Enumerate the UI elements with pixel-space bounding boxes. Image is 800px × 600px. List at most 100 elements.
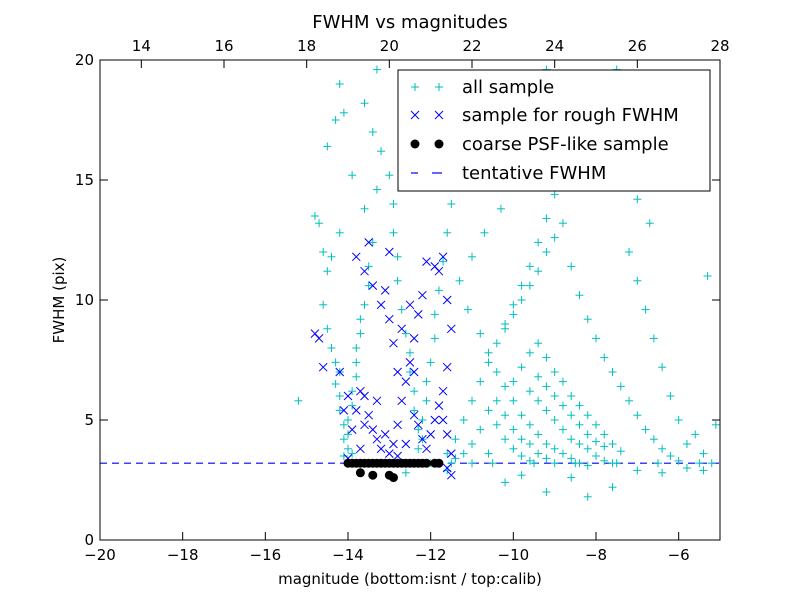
all-sample-point	[600, 353, 609, 362]
rough-fwhm-point	[372, 396, 382, 406]
all-sample-point	[319, 300, 328, 309]
legend-box	[397, 69, 711, 192]
all-sample-point	[348, 171, 357, 180]
all-sample-point	[525, 281, 534, 290]
legend-marker-all-sample	[411, 83, 443, 91]
all-sample-point	[393, 252, 402, 261]
all-sample-point	[323, 267, 332, 276]
all-sample-point	[389, 200, 398, 208]
all-sample-point	[575, 291, 584, 300]
bottom-axis: −20 −18 −16 −14 −12 −10 −8 −6	[84, 532, 690, 564]
all-sample-point	[426, 358, 435, 367]
top-x-tick-label: 24	[545, 37, 564, 55]
legend-label-all-sample: all sample	[462, 77, 554, 98]
all-sample-point	[484, 358, 493, 367]
all-sample-point	[339, 435, 348, 444]
all-sample-point	[575, 401, 584, 410]
all-sample-point	[364, 262, 373, 271]
all-sample-point	[509, 444, 518, 453]
all-sample-point	[699, 449, 708, 458]
all-sample-point	[439, 257, 448, 266]
all-sample-point	[492, 368, 501, 376]
all-sample-point	[418, 416, 427, 424]
all-sample-point	[525, 420, 534, 429]
rough-fwhm-point	[409, 410, 419, 420]
all-sample-point	[492, 339, 501, 348]
all-sample-point	[530, 459, 538, 468]
all-sample-point	[600, 456, 609, 465]
rough-fwhm-point	[430, 415, 440, 425]
all-sample-point	[406, 348, 414, 357]
x-tick-label: −16	[250, 546, 282, 564]
all-sample-point	[447, 200, 456, 208]
all-sample-point	[492, 420, 501, 429]
all-sample-point	[319, 248, 328, 256]
all-sample-point	[327, 344, 336, 352]
y-tick-label: 15	[75, 171, 94, 189]
all-sample-point	[501, 435, 510, 444]
all-sample-point	[331, 116, 340, 124]
rough-fwhm-point	[356, 444, 365, 454]
all-sample-point	[558, 425, 567, 434]
all-sample-point	[335, 228, 344, 237]
all-sample-point	[451, 454, 460, 463]
all-sample-point	[447, 459, 456, 468]
all-sample-point	[422, 396, 431, 405]
all-sample-point	[583, 492, 592, 501]
all-sample-point	[509, 310, 518, 319]
rough-fwhm-point	[389, 338, 398, 348]
x-tick-label: −20	[84, 546, 116, 564]
all-sample-point	[344, 444, 352, 453]
all-sample-point	[542, 488, 551, 496]
all-sample-point	[517, 452, 526, 460]
all-sample-point	[534, 430, 543, 439]
rough-fwhm-point	[393, 367, 402, 377]
rough-fwhm-point	[376, 300, 386, 310]
y-tick-label: 10	[75, 291, 94, 309]
all-sample-point	[339, 420, 348, 429]
all-sample-point	[616, 447, 625, 456]
all-sample-point	[509, 396, 518, 405]
legend-label-psf-like: coarse PSF-like sample	[462, 134, 669, 155]
all-sample-point	[625, 248, 634, 256]
all-sample-point	[542, 353, 551, 362]
rough-fwhm-point	[442, 362, 452, 372]
rough-fwhm-point	[442, 430, 452, 439]
all-sample-point	[682, 440, 691, 448]
all-sample-point	[600, 430, 609, 439]
all-sample-point	[496, 204, 505, 213]
all-sample-point	[335, 80, 344, 88]
rough-fwhm-point	[413, 310, 423, 319]
rough-fwhm-point	[343, 391, 353, 401]
all-sample-point	[484, 449, 493, 458]
all-sample-point	[707, 459, 716, 468]
chart-title: FWHM vs magnitudes	[312, 12, 507, 33]
all-sample-point	[592, 437, 600, 446]
all-sample-point	[674, 456, 683, 465]
rough-fwhm-point	[442, 295, 452, 305]
all-sample-point	[583, 411, 592, 420]
all-sample-point	[542, 406, 551, 415]
all-sample-point	[534, 267, 543, 276]
legend-marker-rough-fwhm	[410, 110, 444, 120]
all-sample-point	[339, 108, 348, 117]
legend-label-rough-fwhm: sample for rough FWHM	[462, 105, 679, 126]
all-sample-point	[666, 452, 675, 460]
all-sample-point	[525, 262, 534, 271]
left-axis: 0 5 10 15 20	[75, 51, 720, 549]
all-sample-point	[484, 406, 493, 415]
all-sample-point	[608, 483, 617, 492]
rough-fwhm-point	[409, 334, 419, 343]
all-sample-point	[649, 334, 658, 343]
all-sample-point	[352, 358, 361, 367]
all-sample-point	[542, 214, 551, 223]
all-sample-point	[583, 444, 592, 453]
rough-fwhm-point	[314, 334, 324, 343]
all-sample-point	[542, 382, 551, 391]
all-sample-point	[401, 468, 410, 477]
all-sample-point	[658, 468, 667, 477]
all-sample-point	[451, 435, 460, 444]
all-sample-point	[410, 406, 419, 415]
all-sample-point	[443, 449, 452, 458]
all-sample-point	[550, 190, 559, 199]
